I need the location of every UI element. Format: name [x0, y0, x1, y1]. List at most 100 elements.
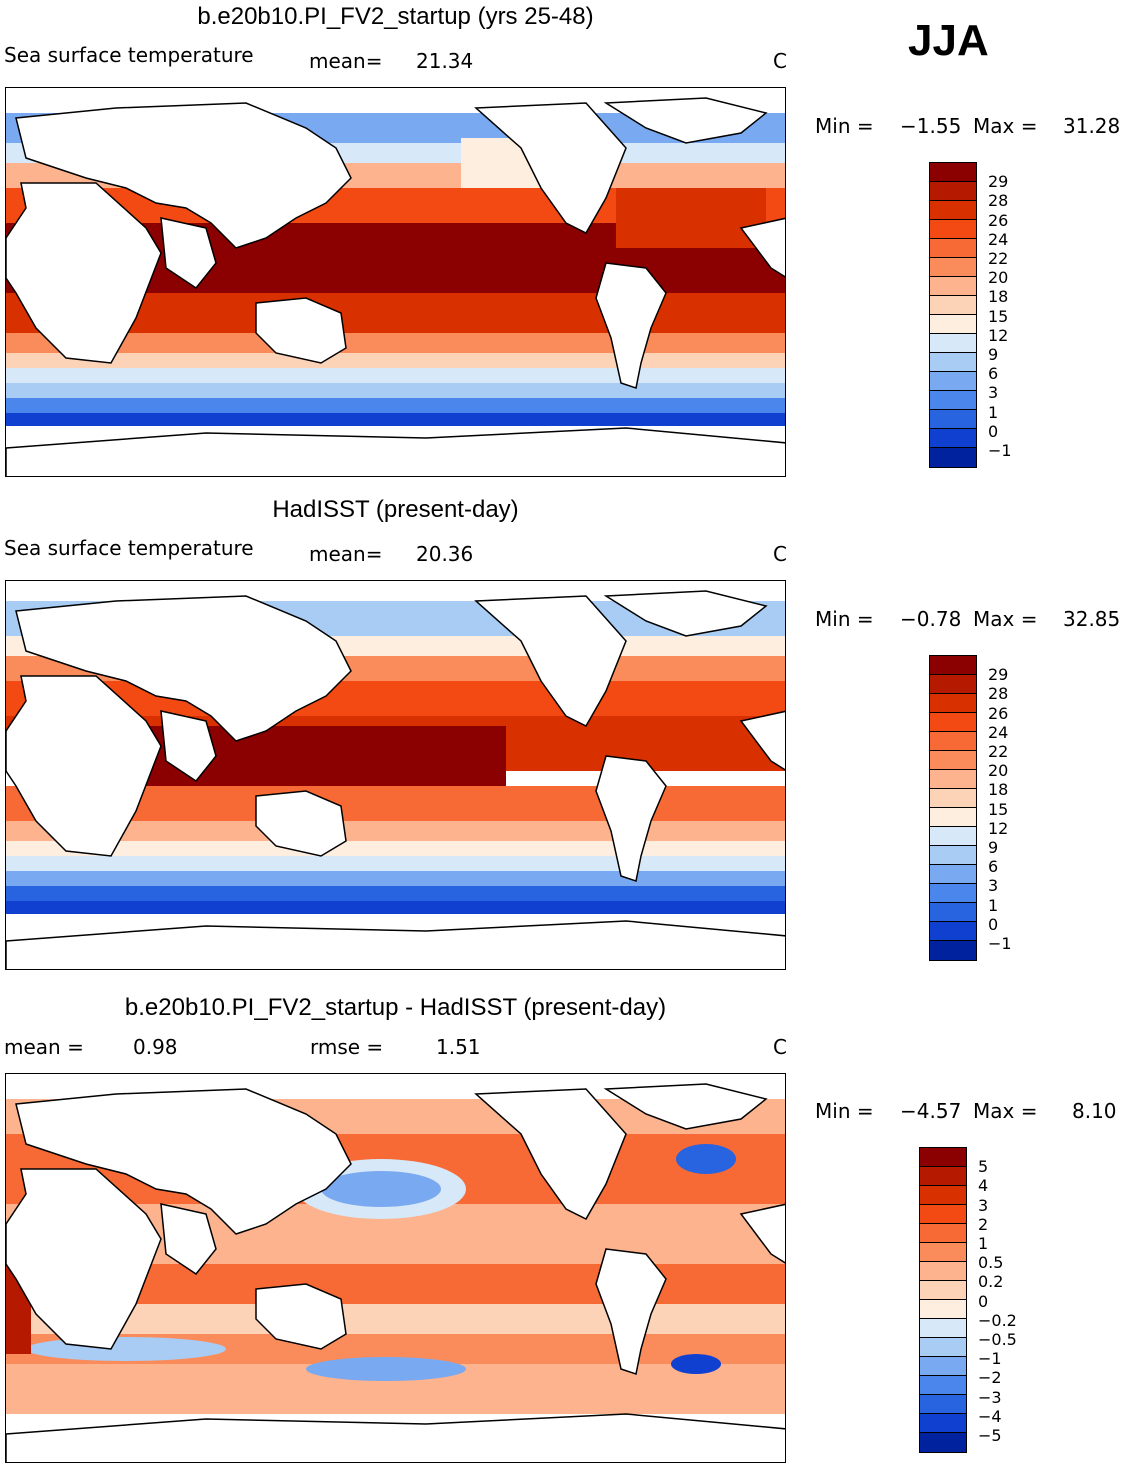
colorbar-swatch: [930, 334, 976, 353]
colorbar-tick-label: 12: [988, 325, 1009, 345]
colorbar-swatch: [930, 277, 976, 296]
colorbar-swatch: [930, 846, 976, 865]
panel-2-max-value: 32.85: [1063, 607, 1121, 631]
colorbar-tick-label: 26: [988, 210, 1009, 230]
season-label: JJA: [908, 16, 989, 65]
colorbar-swatch: [920, 1395, 966, 1414]
colorbar-swatch: [930, 239, 976, 258]
panel-3-max-label: Max =: [973, 1099, 1038, 1123]
panel-3-min-label: Min =: [815, 1099, 874, 1123]
colorbar-swatch: [930, 713, 976, 732]
colorbar-tick-label: 24: [988, 229, 1009, 249]
colorbar-swatch: [930, 675, 976, 694]
panel-2-variable-label: Sea surface temperature: [4, 536, 254, 560]
colorbar-swatch: [920, 1357, 966, 1376]
colorbar-swatch: [920, 1338, 966, 1357]
colorbar-tick-label: 18: [988, 780, 1009, 800]
colorbar-swatch: [930, 694, 976, 713]
colorbar-tick-label: 9: [988, 838, 999, 857]
panel-3-rmse-value: 1.51: [436, 1035, 481, 1059]
colorbar-swatch: [930, 391, 976, 410]
colorbar-swatch: [930, 827, 976, 846]
panel-3-min-value: −4.57: [900, 1099, 962, 1123]
colorbar-tick-label: 9: [988, 345, 999, 364]
panel-2-mean-label: mean=: [309, 542, 383, 566]
colorbar-swatch: [930, 656, 976, 675]
colorbar-tick-label: −1: [988, 934, 1012, 953]
colorbar-tick-label: 12: [988, 818, 1009, 838]
panel-1-min-value: −1.55: [900, 114, 962, 138]
colorbar-tick-label: −1: [978, 1349, 1002, 1369]
colorbar-swatch: [930, 315, 976, 334]
colorbar-tick-label: 20: [988, 268, 1009, 288]
panel-2-min-value: −0.78: [900, 607, 962, 631]
colorbar-tick-label: 29: [988, 172, 1009, 192]
colorbar-swatch: [920, 1205, 966, 1224]
colorbar-swatch: [920, 1300, 966, 1319]
panel-2-max-label: Max =: [973, 607, 1038, 631]
colorbar-tick-label: 20: [988, 761, 1009, 781]
colorbar-swatch: [930, 732, 976, 751]
colorbar-tick-label: 1: [988, 895, 999, 915]
colorbar-tick-label: 4: [978, 1176, 989, 1196]
panel-1-units: C: [773, 49, 787, 73]
panel-3-mean-label: mean =: [4, 1035, 84, 1059]
colorbar-tick-label: 18: [988, 287, 1009, 307]
panel-1-max-value: 31.28: [1063, 114, 1121, 138]
panel-1-max-label: Max =: [973, 114, 1038, 138]
colorbar-swatch: [930, 941, 976, 960]
colorbar-tick-label: −0.2: [978, 1310, 1017, 1330]
panel-2-land: [6, 590, 785, 969]
panel-1-title: b.e20b10.PI_FV2_startup (yrs 25-48): [197, 3, 594, 30]
panel-1-mean-value: 21.34: [416, 49, 474, 73]
colorbar-tick-label: 15: [988, 799, 1009, 819]
panel-2-min-label: Min =: [815, 607, 874, 631]
colorbar-swatch: [930, 922, 976, 941]
panel-3-mean-value: 0.98: [133, 1035, 178, 1059]
colorbar-tick-label: 28: [988, 684, 1009, 704]
panel-3-colorbar: [919, 1147, 967, 1453]
panel-2-colorbar: [929, 655, 977, 961]
colorbar-tick-label: 28: [988, 191, 1009, 211]
colorbar-tick-label: 22: [988, 742, 1009, 761]
colorbar-tick-label: 6: [988, 857, 999, 877]
panel-3-rmse-label: rmse =: [310, 1035, 384, 1059]
panel-1-min-label: Min =: [815, 114, 874, 138]
colorbar-tick-label: 0.5: [978, 1253, 1004, 1273]
colorbar-swatch: [930, 865, 976, 884]
colorbar-swatch: [930, 884, 976, 903]
panel-2-units: C: [773, 542, 787, 566]
colorbar-swatch: [930, 220, 976, 239]
colorbar-swatch: [930, 808, 976, 827]
panel-1-map: [5, 87, 786, 477]
panel-3-map: [5, 1073, 786, 1463]
colorbar-tick-label: 0.2: [978, 1272, 1004, 1292]
panel-1-map-svg: [6, 88, 785, 476]
colorbar-tick-label: 22: [988, 249, 1009, 268]
colorbar-tick-label: 1: [978, 1234, 989, 1253]
colorbar-tick-label: 3: [988, 876, 999, 896]
colorbar-tick-label: 5: [978, 1157, 989, 1177]
colorbar-swatch: [930, 903, 976, 922]
colorbar-swatch: [930, 429, 976, 448]
panel-1-colorbar: [929, 162, 977, 468]
colorbar-tick-label: 15: [988, 306, 1009, 326]
colorbar-swatch: [920, 1262, 966, 1281]
colorbar-tick-label: −5: [978, 1426, 1002, 1445]
colorbar-tick-label: −3: [978, 1387, 1002, 1407]
colorbar-swatch: [930, 163, 976, 182]
panel-2-map: [5, 580, 786, 970]
colorbar-swatch: [920, 1224, 966, 1243]
colorbar-swatch: [930, 372, 976, 391]
panel-3-map-svg: [6, 1074, 785, 1462]
colorbar-swatch: [930, 789, 976, 808]
colorbar-tick-label: 6: [988, 364, 999, 384]
colorbar-tick-label: 3: [978, 1195, 989, 1215]
colorbar-swatch: [920, 1376, 966, 1395]
colorbar-tick-label: 26: [988, 703, 1009, 723]
colorbar-swatch: [930, 353, 976, 372]
colorbar-swatch: [930, 751, 976, 770]
colorbar-swatch: [920, 1148, 966, 1167]
colorbar-tick-label: 0: [978, 1291, 989, 1311]
colorbar-swatch: [930, 410, 976, 429]
